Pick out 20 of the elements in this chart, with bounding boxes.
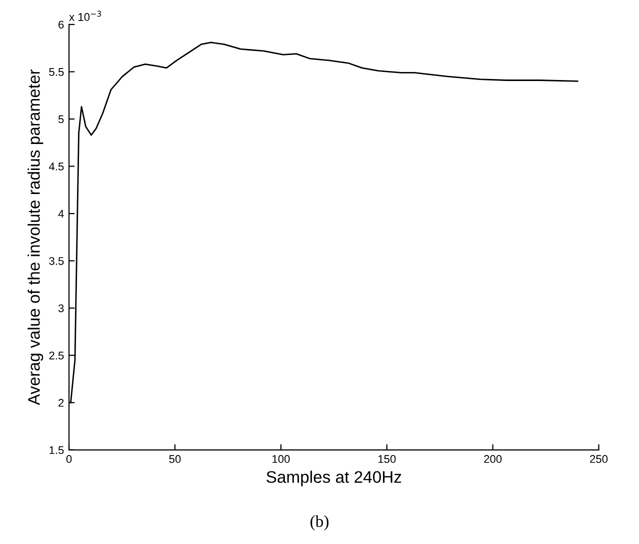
x-tick-label: 250 [590,455,608,463]
y-tick-label: 6 [58,20,64,29]
y-tick-label: 4.5 [48,162,64,170]
x-tick-label: 200 [484,455,502,463]
y-tick-label: 2 [58,398,64,407]
y-tick-label: 5 [58,115,64,124]
y-tick-label: 3.5 [49,257,64,265]
y-tick-label: 5.5 [49,68,64,76]
y-tick-label: 3 [58,304,64,312]
x-tick-label: 0 [66,455,72,463]
text: x 10$^{−3}$ [69,10,101,21]
x-axis-title: Samples at 240Hz [266,470,402,486]
y-tick-label: 1.5 [50,446,64,454]
x-tick-label: 100 [272,455,290,463]
x-tick-label: 50 [169,455,181,463]
x-tick-label: 150 [378,455,396,463]
y-axis-title: Averag value of the involute radius parameter [28,69,44,406]
text: (b) [310,515,328,530]
y-tick-label: 2.5 [49,352,64,360]
y-tick-label: 4 [58,210,64,218]
